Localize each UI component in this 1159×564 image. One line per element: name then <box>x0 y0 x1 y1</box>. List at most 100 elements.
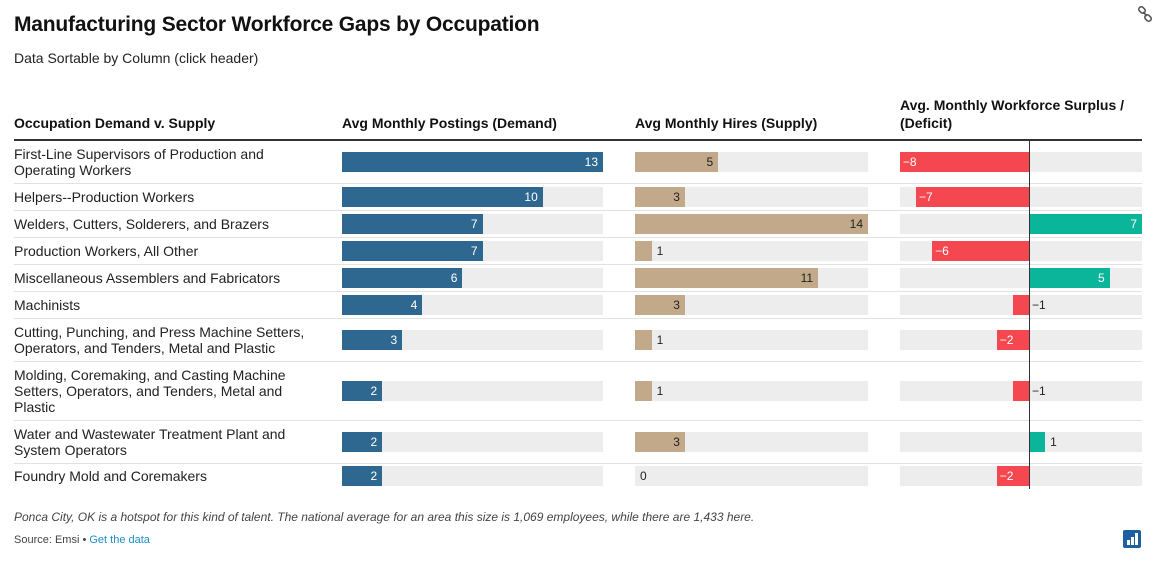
surplus-value: −2 <box>999 332 1014 347</box>
supply-value: 1 <box>656 243 664 258</box>
demand-bar <box>342 186 543 207</box>
demand-track: 7 <box>342 213 603 234</box>
demand-bar <box>342 329 403 350</box>
row-divider <box>14 463 1142 464</box>
occupation-label: Miscellaneous Assemblers and Fabricators <box>14 269 281 286</box>
surplus-track: 5 <box>900 267 1142 288</box>
supply-bar <box>635 431 685 452</box>
surplus-track: −2 <box>900 466 1142 486</box>
occupation-label: First-Line Supervisors of Production and… <box>14 146 264 178</box>
supply-value: 1 <box>656 332 664 347</box>
row-divider <box>14 291 1142 292</box>
supply-bar <box>635 329 652 350</box>
surplus-track: −6 <box>900 240 1142 261</box>
demand-bar <box>342 431 383 452</box>
surplus-track: −2 <box>900 329 1142 350</box>
demand-track: 2 <box>342 431 603 452</box>
supply-bar <box>635 380 652 401</box>
supply-track: 1 <box>635 329 868 350</box>
surplus-track: −7 <box>900 186 1142 207</box>
row-divider <box>14 237 1142 238</box>
occupation-label: Foundry Mold and Coremakers <box>14 468 207 484</box>
row-divider <box>14 420 1142 421</box>
demand-value: 2 <box>370 434 378 449</box>
deficit-bar <box>996 466 1029 486</box>
supply-track: 5 <box>635 152 868 172</box>
footnote: Ponca City, OK is a hotspot for this kin… <box>14 510 755 524</box>
surplus-track: −1 <box>900 380 1142 401</box>
source-text: Source: Emsi • <box>14 534 90 546</box>
demand-track: 4 <box>342 294 603 315</box>
demand-track: 7 <box>342 240 603 261</box>
row-divider <box>14 210 1142 211</box>
demand-bar <box>342 213 483 234</box>
header-demand[interactable]: Avg Monthly Postings (Demand) <box>342 115 557 131</box>
occupation-label: Production Workers, All Other <box>14 242 199 259</box>
supply-value: 3 <box>673 297 680 312</box>
header-surplus-line2: (Deficit) <box>900 115 953 131</box>
demand-track: 10 <box>342 186 603 207</box>
supply-value: 11 <box>800 270 814 285</box>
supply-bar <box>635 152 719 172</box>
surplus-value: 5 <box>1098 270 1105 285</box>
demand-bar <box>342 152 603 172</box>
surplus-zero-axis <box>1029 141 1030 489</box>
demand-track: 2 <box>342 466 603 486</box>
surplus-value: −2 <box>999 469 1014 483</box>
get-data-link[interactable]: Get the data <box>89 534 150 546</box>
surplus-value: −7 <box>919 189 933 204</box>
row-divider <box>14 264 1142 265</box>
demand-track: 3 <box>342 329 603 350</box>
demand-bar <box>342 240 483 261</box>
surplus-value: −1 <box>1032 297 1046 312</box>
header-occupation[interactable]: Occupation Demand v. Supply <box>14 115 216 131</box>
header-divider <box>14 139 1142 141</box>
supply-track: 3 <box>635 186 868 207</box>
surplus-bar <box>1029 431 1046 452</box>
surplus-bar <box>1029 267 1110 288</box>
demand-value: 2 <box>370 469 378 483</box>
supply-bar <box>635 294 685 315</box>
supply-track: 14 <box>635 213 868 234</box>
deficit-bar <box>932 240 1029 261</box>
surplus-track: 7 <box>900 213 1142 234</box>
occupation-label: Molding, Coremaking, and Casting Machine… <box>14 366 286 415</box>
row-divider <box>14 361 1142 362</box>
row-divider <box>14 183 1142 184</box>
supply-value: 14 <box>849 216 863 231</box>
surplus-bar <box>1029 213 1142 234</box>
supply-track: 3 <box>635 431 868 452</box>
occupation-label: Helpers--Production Workers <box>14 188 195 205</box>
supply-bar <box>635 186 685 207</box>
row-divider <box>14 318 1142 319</box>
demand-bar <box>342 294 423 315</box>
supply-value: 5 <box>706 155 714 169</box>
deficit-bar <box>899 152 1029 172</box>
surplus-track: −8 <box>899 152 1142 172</box>
header-surplus[interactable]: Avg. Monthly Workforce Surplus / (Defici… <box>900 96 1150 132</box>
surplus-track: 1 <box>900 431 1142 452</box>
supply-track: 1 <box>635 240 868 261</box>
demand-value: 2 <box>370 383 378 398</box>
supply-value: 3 <box>673 434 680 449</box>
demand-value: 3 <box>390 332 398 347</box>
header-supply[interactable]: Avg Monthly Hires (Supply) <box>635 115 818 131</box>
deficit-bar <box>996 329 1029 350</box>
supply-bar <box>635 267 819 288</box>
demand-track: 13 <box>342 152 603 172</box>
link-icon[interactable] <box>1137 6 1153 22</box>
supply-value: 0 <box>640 469 647 483</box>
supply-track: 11 <box>635 267 868 288</box>
chart-subtitle: Data Sortable by Column (click header) <box>14 50 259 66</box>
demand-value: 13 <box>584 155 598 169</box>
demand-bar <box>342 380 383 401</box>
supply-bar <box>635 213 868 234</box>
demand-value: 7 <box>470 243 478 258</box>
deficit-bar <box>1012 294 1029 315</box>
surplus-value: 7 <box>1130 216 1137 231</box>
supply-track: 0 <box>635 466 868 486</box>
demand-value: 10 <box>524 189 538 204</box>
deficit-bar <box>1012 380 1029 401</box>
demand-value: 6 <box>450 270 458 285</box>
supply-track: 1 <box>635 380 868 401</box>
